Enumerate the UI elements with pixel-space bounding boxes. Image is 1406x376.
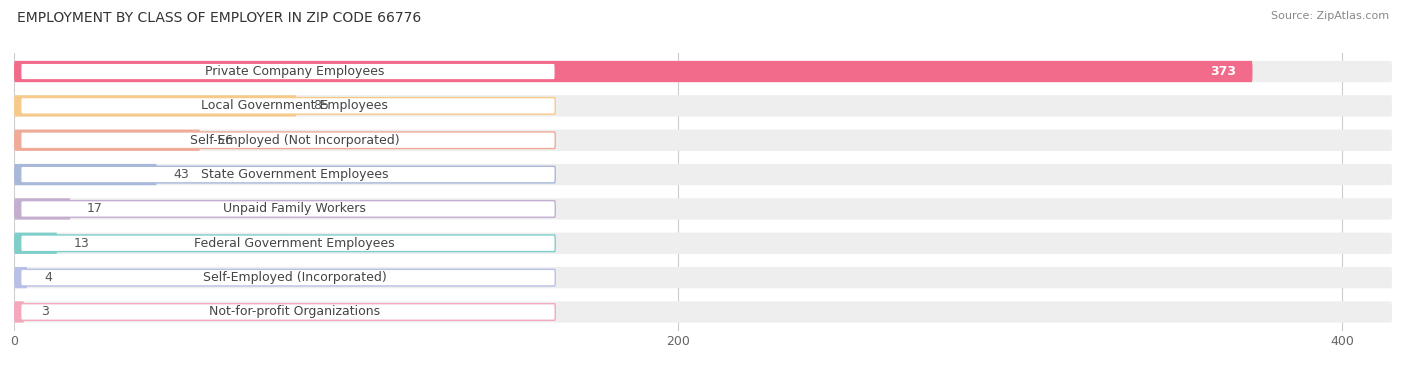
FancyBboxPatch shape (14, 267, 27, 288)
Text: Private Company Employees: Private Company Employees (205, 65, 384, 78)
Text: 17: 17 (87, 202, 103, 215)
FancyBboxPatch shape (14, 198, 70, 220)
FancyBboxPatch shape (14, 61, 1392, 82)
Text: 85: 85 (314, 99, 329, 112)
Text: Local Government Employees: Local Government Employees (201, 99, 388, 112)
FancyBboxPatch shape (21, 98, 555, 114)
FancyBboxPatch shape (14, 164, 157, 185)
FancyBboxPatch shape (21, 166, 555, 183)
FancyBboxPatch shape (14, 267, 1392, 288)
Text: State Government Employees: State Government Employees (201, 168, 388, 181)
FancyBboxPatch shape (21, 63, 555, 80)
Text: EMPLOYMENT BY CLASS OF EMPLOYER IN ZIP CODE 66776: EMPLOYMENT BY CLASS OF EMPLOYER IN ZIP C… (17, 11, 422, 25)
FancyBboxPatch shape (21, 132, 555, 149)
Text: 56: 56 (217, 134, 232, 147)
FancyBboxPatch shape (21, 304, 555, 320)
FancyBboxPatch shape (14, 233, 1392, 254)
Text: 13: 13 (75, 237, 90, 250)
FancyBboxPatch shape (21, 201, 555, 217)
FancyBboxPatch shape (21, 269, 555, 286)
FancyBboxPatch shape (14, 301, 24, 323)
FancyBboxPatch shape (14, 95, 297, 117)
FancyBboxPatch shape (14, 164, 1392, 185)
Text: Self-Employed (Not Incorporated): Self-Employed (Not Incorporated) (190, 134, 399, 147)
Text: Self-Employed (Incorporated): Self-Employed (Incorporated) (202, 271, 387, 284)
Text: Federal Government Employees: Federal Government Employees (194, 237, 395, 250)
Text: Not-for-profit Organizations: Not-for-profit Organizations (209, 305, 380, 318)
FancyBboxPatch shape (14, 233, 58, 254)
FancyBboxPatch shape (14, 301, 1392, 323)
Text: Unpaid Family Workers: Unpaid Family Workers (224, 202, 366, 215)
FancyBboxPatch shape (14, 130, 200, 151)
FancyBboxPatch shape (14, 198, 1392, 220)
FancyBboxPatch shape (21, 235, 555, 252)
Text: 4: 4 (44, 271, 52, 284)
FancyBboxPatch shape (14, 61, 1253, 82)
FancyBboxPatch shape (14, 130, 1392, 151)
Text: Source: ZipAtlas.com: Source: ZipAtlas.com (1271, 11, 1389, 21)
Text: 373: 373 (1211, 65, 1236, 78)
FancyBboxPatch shape (14, 95, 1392, 117)
Text: 43: 43 (173, 168, 190, 181)
Text: 3: 3 (41, 305, 48, 318)
